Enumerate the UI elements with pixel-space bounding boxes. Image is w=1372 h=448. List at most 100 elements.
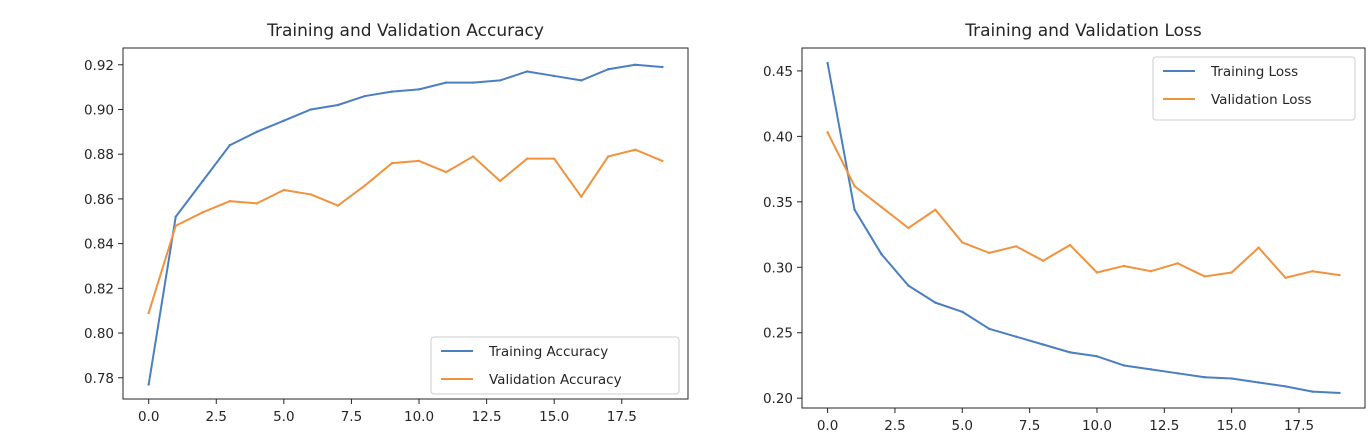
data-point bbox=[255, 130, 259, 134]
data-point bbox=[1149, 270, 1153, 273]
legend: Training Accuracy Validation Accuracy bbox=[430, 336, 680, 395]
data-point bbox=[580, 195, 583, 198]
data-point bbox=[1041, 259, 1045, 262]
x-tick-label: 5.0 bbox=[952, 418, 973, 434]
y-tick-label: 0.92 bbox=[84, 58, 114, 74]
x-tick-label: 10.0 bbox=[1082, 418, 1112, 434]
y-tick-label: 0.45 bbox=[763, 64, 793, 80]
data-point bbox=[201, 179, 204, 183]
data-point bbox=[1230, 377, 1233, 380]
data-point bbox=[853, 184, 856, 188]
data-point bbox=[255, 202, 259, 205]
data-point bbox=[1257, 381, 1260, 384]
series-line-2 bbox=[826, 131, 1341, 279]
data-point bbox=[907, 284, 910, 287]
data-point bbox=[1176, 372, 1179, 375]
data-point bbox=[417, 88, 421, 91]
data-point bbox=[880, 205, 883, 209]
data-point bbox=[634, 63, 637, 66]
x-tick-label: 7.5 bbox=[341, 409, 362, 425]
x-tick-label: 17.5 bbox=[607, 409, 637, 425]
data-point bbox=[417, 159, 421, 163]
data-point bbox=[988, 251, 991, 255]
y-tick-label: 0.90 bbox=[84, 102, 114, 118]
data-point bbox=[552, 74, 556, 78]
data-point bbox=[1149, 368, 1153, 371]
y-tick-label: 0.88 bbox=[84, 147, 114, 163]
data-point bbox=[1068, 243, 1072, 247]
data-point bbox=[390, 90, 394, 93]
data-point bbox=[1203, 275, 1206, 278]
data-point bbox=[1284, 276, 1287, 279]
x-tick-label: 15.0 bbox=[1217, 418, 1247, 434]
data-point bbox=[147, 311, 150, 315]
data-point bbox=[363, 184, 367, 187]
data-point bbox=[961, 310, 964, 313]
x-tick-label: 12.5 bbox=[1149, 418, 1179, 434]
data-point bbox=[1095, 355, 1099, 358]
data-point bbox=[174, 224, 177, 227]
data-point bbox=[363, 94, 367, 98]
y-tick-label: 0.20 bbox=[763, 391, 793, 407]
data-point bbox=[228, 144, 231, 147]
y-tick-label: 0.30 bbox=[763, 260, 793, 276]
chart-panel-1: Training and Validation Accuracy 0.0 2.5 5.… bbox=[84, 21, 689, 425]
data-point bbox=[390, 161, 394, 165]
series-line-2 bbox=[147, 148, 664, 315]
series-line-1 bbox=[147, 63, 664, 386]
data-point bbox=[826, 61, 829, 65]
data-point bbox=[174, 215, 177, 218]
data-point bbox=[471, 155, 475, 158]
chart-panel-2: Training and Validation Loss 0.0 2.5 5.0 7.5… bbox=[763, 21, 1366, 434]
data-point bbox=[1176, 262, 1179, 265]
data-point bbox=[907, 226, 910, 230]
data-point bbox=[525, 70, 529, 73]
data-point bbox=[934, 208, 937, 211]
y-tick-label: 0.82 bbox=[84, 281, 114, 297]
chart-title: Training and Validation Accuracy bbox=[266, 21, 544, 41]
legend-box bbox=[1152, 56, 1356, 121]
data-point bbox=[961, 241, 964, 244]
data-point bbox=[147, 383, 150, 386]
data-point bbox=[525, 157, 529, 160]
data-point bbox=[444, 81, 448, 84]
x-tick-label: 7.5 bbox=[1019, 418, 1040, 434]
data-point bbox=[607, 155, 610, 158]
axes-frame bbox=[801, 47, 1366, 409]
y-tick-label: 0.40 bbox=[763, 129, 793, 145]
data-point bbox=[1284, 385, 1287, 388]
data-point bbox=[607, 68, 610, 71]
data-point bbox=[634, 148, 637, 151]
data-point bbox=[1311, 270, 1314, 273]
data-point bbox=[1068, 351, 1072, 354]
data-point bbox=[934, 301, 937, 304]
data-point bbox=[1338, 391, 1341, 395]
chart-title: Training and Validation Loss bbox=[964, 21, 1202, 41]
y-tick-label: 0.35 bbox=[763, 195, 793, 211]
legend-label: Validation Loss bbox=[1211, 92, 1312, 108]
legend: Training Loss Validation Loss bbox=[1152, 56, 1356, 121]
legend-label: Training Loss bbox=[1210, 64, 1298, 80]
data-point bbox=[201, 211, 204, 214]
data-point bbox=[880, 252, 883, 256]
data-point bbox=[552, 157, 556, 160]
y-tick-label: 0.80 bbox=[84, 326, 114, 342]
data-point bbox=[1203, 376, 1206, 379]
data-point bbox=[309, 193, 313, 196]
data-point bbox=[498, 179, 502, 183]
x-tick-label: 5.0 bbox=[273, 409, 294, 425]
data-point bbox=[826, 131, 829, 134]
data-point bbox=[1014, 335, 1018, 338]
legend-label: Validation Accuracy bbox=[489, 372, 622, 388]
data-point bbox=[1257, 246, 1260, 249]
data-point bbox=[444, 170, 448, 174]
data-point bbox=[1095, 271, 1099, 274]
data-point bbox=[580, 79, 583, 82]
data-point bbox=[498, 79, 502, 82]
data-point bbox=[471, 81, 475, 84]
data-point bbox=[661, 159, 664, 163]
data-point bbox=[1338, 273, 1341, 277]
data-point bbox=[853, 208, 856, 211]
data-point bbox=[228, 199, 231, 203]
